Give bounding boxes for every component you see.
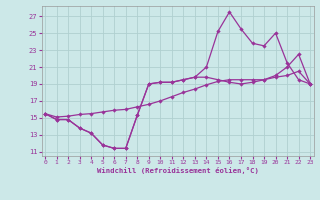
X-axis label: Windchill (Refroidissement éolien,°C): Windchill (Refroidissement éolien,°C) — [97, 167, 259, 174]
